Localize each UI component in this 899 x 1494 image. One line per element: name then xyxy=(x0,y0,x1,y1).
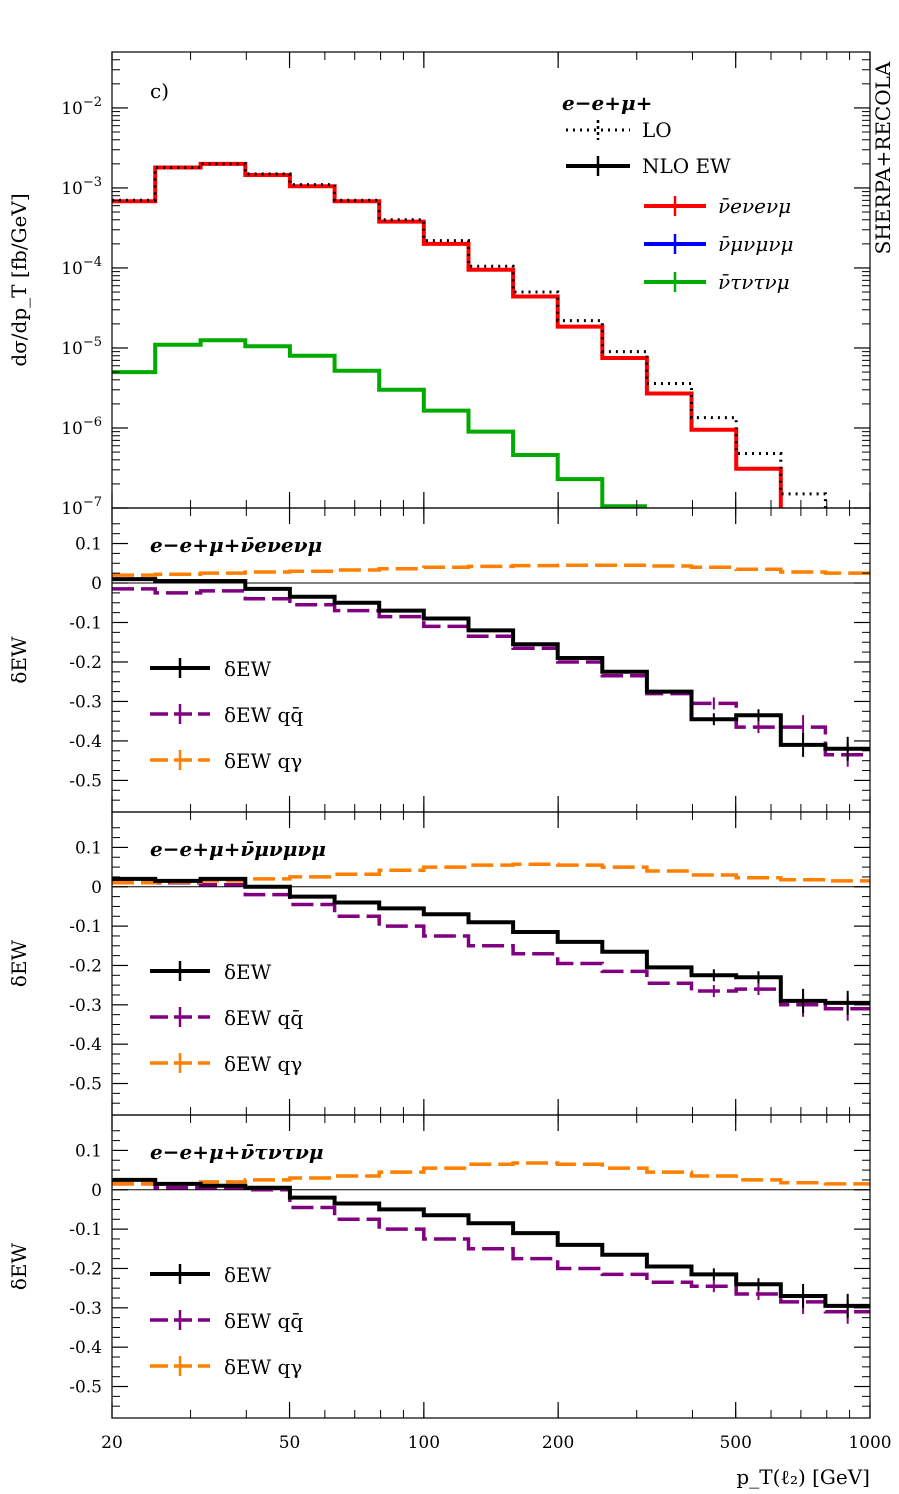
ratio3-legend-label: δEW xyxy=(224,1263,272,1287)
main-y-tick-label: 10−5 xyxy=(61,335,102,359)
x-tick-label: 200 xyxy=(542,1433,574,1453)
tick-base: 10 xyxy=(61,499,83,519)
tick-base: 10 xyxy=(61,419,83,439)
ratio3-frame xyxy=(111,1114,871,1419)
tick-exponent: −4 xyxy=(83,255,102,270)
x-tick-label: 100 xyxy=(408,1433,440,1453)
tick-base: 10 xyxy=(61,259,83,279)
ratio2-series-line-0 xyxy=(112,876,870,1005)
ratio1-y-tick-label: -0.4 xyxy=(69,732,102,752)
ratio2-series-line-1 xyxy=(112,879,870,1011)
ratio2-y-tick-label: 0 xyxy=(91,878,102,898)
ratio1-series-line-0 xyxy=(112,577,870,751)
ratio2-y-tick-label: -0.5 xyxy=(69,1075,102,1095)
ratio2-y-axis-label: δEW xyxy=(7,939,31,987)
tick-exponent: −7 xyxy=(83,495,102,510)
ratio2-y-tick-label: -0.2 xyxy=(69,956,102,976)
ratio1-legend-label: δEW xyxy=(224,657,272,681)
ratio2-y-tick-label: -0.3 xyxy=(69,996,102,1016)
chart-labels: 10−710−610−510−410−310−2dσ/dp_T [fb/GeV]… xyxy=(7,61,895,1489)
ratio3-series-line-1 xyxy=(112,1182,870,1314)
ratio1-y-tick-label: 0 xyxy=(91,574,102,594)
x-axis-label: p_T(ℓ₂) [GeV] xyxy=(736,1465,870,1489)
ratio3-y-tick-label: -0.3 xyxy=(69,1299,102,1319)
tick-exponent: −2 xyxy=(83,95,102,110)
main-y-tick-label: 10−3 xyxy=(61,175,102,199)
main-y-tick-label: 10−7 xyxy=(61,495,102,519)
ratio3-y-axis-label: δEW xyxy=(7,1242,31,1290)
legend-label: ν̄eνeνμ xyxy=(718,194,791,218)
tick-exponent: −3 xyxy=(83,175,102,190)
tick-exponent: −5 xyxy=(83,335,102,350)
ratio2-process-label: e−e+μ+ν̄μνμνμ xyxy=(150,837,326,861)
ratio3-series-line-2 xyxy=(112,1161,870,1186)
ratio1-series-line-1 xyxy=(112,587,870,757)
ratio1-y-tick-label: -0.3 xyxy=(69,692,102,712)
ratio3-y-tick-label: -0.5 xyxy=(69,1378,102,1398)
tick-exponent: −6 xyxy=(83,415,102,430)
ratio3-y-tick-label: 0.1 xyxy=(75,1141,102,1161)
legend-label: NLO EW xyxy=(642,154,731,178)
ratio2-legend-label: δEW qγ xyxy=(224,1052,302,1076)
ratio3-legend-label: δEW qq̄ xyxy=(224,1309,303,1333)
ratio1-legend-label: δEW qγ xyxy=(224,749,302,773)
main-series-line-2 xyxy=(112,161,783,508)
side-label: SHERPA+RECOLA xyxy=(871,61,895,254)
ratio1-process-label: e−e+μ+ν̄eνeνμ xyxy=(150,533,322,557)
tick-base: 10 xyxy=(61,99,83,119)
ratio2-y-tick-label: -0.1 xyxy=(69,917,102,937)
ratio1-series-line-2 xyxy=(112,563,870,577)
ratio3-y-tick-label: -0.2 xyxy=(69,1259,102,1279)
chart-series-layer xyxy=(112,161,870,1324)
x-tick-label: 1000 xyxy=(848,1433,891,1453)
main-y-axis-label: dσ/dp_T [fb/GeV] xyxy=(7,193,31,366)
legend-label: ν̄τντνμ xyxy=(718,270,790,294)
main-series-line-3 xyxy=(112,162,827,508)
main-y-tick-label: 10−4 xyxy=(61,255,102,279)
ratio3-process-label: e−e+μ+ν̄τντνμ xyxy=(150,1140,324,1164)
main-y-tick-label: 10−2 xyxy=(61,95,102,119)
main-series-line-5 xyxy=(112,338,647,508)
ratio2-y-tick-label: 0.1 xyxy=(75,838,102,858)
ratio1-y-tick-label: 0.1 xyxy=(75,535,102,555)
ratio2-series-group xyxy=(112,862,870,1021)
ratio1-y-axis-label: δEW xyxy=(7,636,31,684)
ratio1-y-tick-label: -0.1 xyxy=(69,613,102,633)
main-y-tick-label: 10−6 xyxy=(61,415,102,439)
tick-base: 10 xyxy=(61,179,83,199)
ratio2-legend-label: δEW xyxy=(224,960,272,984)
ratio3-legend-label: δEW qγ xyxy=(224,1355,302,1379)
main-series-group xyxy=(112,161,827,508)
ratio1-y-tick-label: -0.5 xyxy=(69,771,102,791)
x-tick-label: 20 xyxy=(101,1433,123,1453)
legend-title: e−e+μ+ xyxy=(562,91,652,115)
ratio1-series-group xyxy=(112,563,870,767)
ratio3-series-line-0 xyxy=(112,1177,870,1308)
ratio2-y-tick-label: -0.4 xyxy=(69,1035,102,1055)
x-tick-label: 50 xyxy=(279,1433,301,1453)
ratio1-legend-label: δEW qq̄ xyxy=(224,703,303,727)
tick-base: 10 xyxy=(61,339,83,359)
ratio3-y-tick-label: 0 xyxy=(91,1181,102,1201)
x-tick-label: 500 xyxy=(719,1433,751,1453)
legend-label: LO xyxy=(642,118,672,142)
legend-label: ν̄μνμνμ xyxy=(718,232,793,256)
ratio3-y-tick-label: -0.4 xyxy=(69,1338,102,1358)
ratio2-legend-label: δEW qq̄ xyxy=(224,1006,303,1030)
ratio3-series-group xyxy=(112,1161,870,1324)
panel-label: c) xyxy=(150,79,169,103)
ratio1-y-tick-label: -0.2 xyxy=(69,653,102,673)
ratio3-y-tick-label: -0.1 xyxy=(69,1220,102,1240)
chart-axes xyxy=(111,51,871,1419)
